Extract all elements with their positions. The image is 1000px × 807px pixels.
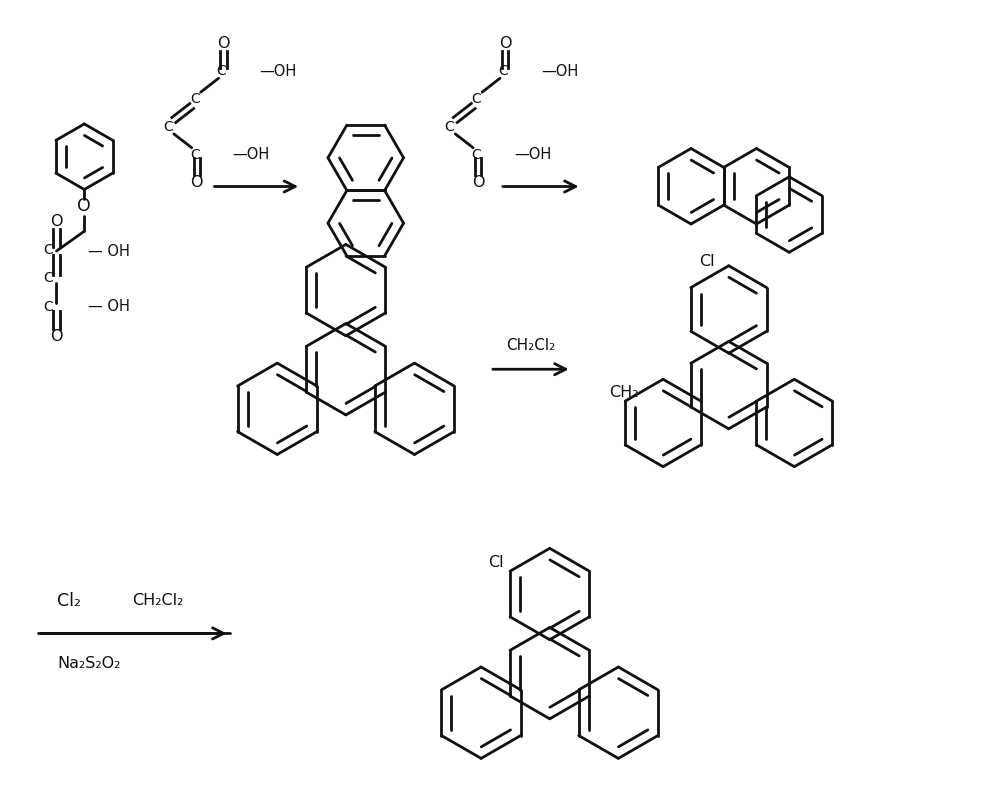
Text: — OH: — OH	[88, 244, 130, 258]
Text: —OH: —OH	[541, 64, 578, 79]
Text: C: C	[44, 299, 53, 314]
Text: —OH: —OH	[514, 147, 551, 162]
Text: C: C	[163, 120, 173, 134]
Text: C: C	[217, 65, 226, 78]
Text: Cl: Cl	[699, 254, 715, 269]
Text: O: O	[77, 198, 91, 215]
Text: C: C	[471, 148, 481, 161]
Text: Cl: Cl	[488, 554, 504, 570]
Text: —OH: —OH	[259, 64, 297, 79]
Text: CH₂Cl₂: CH₂Cl₂	[132, 593, 183, 608]
Text: C: C	[44, 271, 53, 285]
Text: CH₂Cl₂: CH₂Cl₂	[506, 338, 555, 353]
Text: C: C	[471, 92, 481, 106]
Text: C: C	[44, 243, 53, 257]
Text: C: C	[444, 120, 454, 134]
Text: — OH: — OH	[88, 299, 130, 314]
Text: O: O	[190, 175, 203, 190]
Text: —OH: —OH	[232, 147, 270, 162]
Text: O: O	[217, 36, 230, 51]
Text: C: C	[498, 65, 508, 78]
Text: CH₂: CH₂	[609, 385, 638, 400]
Text: O: O	[472, 175, 484, 190]
Text: C: C	[190, 92, 200, 106]
Text: Cl₂: Cl₂	[57, 592, 81, 609]
Text: Na₂S₂O₂: Na₂S₂O₂	[57, 656, 121, 671]
Text: O: O	[50, 329, 63, 344]
Text: O: O	[499, 36, 511, 51]
Text: C: C	[190, 148, 200, 161]
Text: O: O	[50, 214, 63, 228]
